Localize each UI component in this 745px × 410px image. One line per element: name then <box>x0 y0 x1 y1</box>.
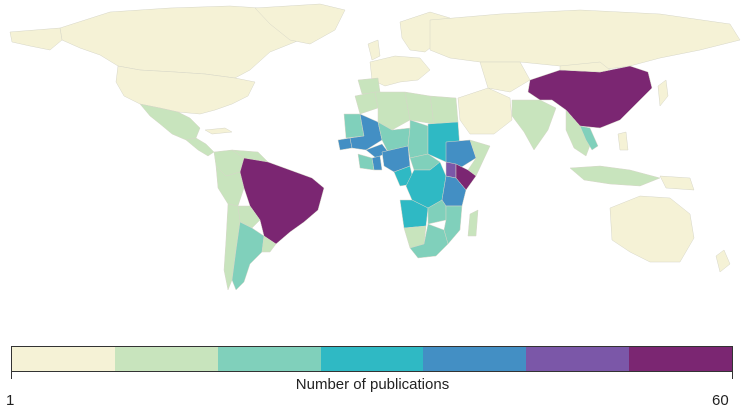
country-chad <box>407 119 429 159</box>
country-canada <box>59 5 321 79</box>
country-middle-east <box>457 87 513 135</box>
legend-swatch-2 <box>114 347 218 371</box>
country-central-america <box>185 137 215 157</box>
country-central-asia <box>479 61 531 93</box>
country-ethiopia <box>445 139 477 169</box>
country-egypt <box>429 95 459 125</box>
country-uganda <box>445 161 457 179</box>
country-uk <box>367 39 381 61</box>
country-japan <box>657 79 669 107</box>
legend-swatch-1 <box>12 347 115 371</box>
country-papua <box>659 175 695 191</box>
legend-colorbar <box>11 346 733 372</box>
country-kenya <box>455 163 477 191</box>
country-new-zealand <box>715 249 731 273</box>
country-madagascar <box>467 209 479 237</box>
country-brazil <box>239 157 325 245</box>
country-australia <box>609 195 695 263</box>
legend-bar <box>11 346 733 372</box>
country-philippines <box>617 131 629 151</box>
country-argentina <box>231 221 265 291</box>
legend-swatch-6 <box>526 347 630 371</box>
legend-swatch-4 <box>320 347 424 371</box>
legend-tick-min <box>11 372 12 379</box>
country-india <box>511 99 557 151</box>
country-alaska <box>9 27 63 51</box>
country-uruguay <box>261 235 277 253</box>
country-ivory-coast <box>357 153 375 171</box>
world-choropleth-map <box>9 3 741 291</box>
country-peru <box>215 165 245 207</box>
country-cuba <box>204 127 233 135</box>
legend-max-label: 60 <box>712 392 729 409</box>
legend-swatch-3 <box>217 347 321 371</box>
country-usa <box>115 65 256 115</box>
country-vietnam <box>579 125 599 151</box>
country-indonesia <box>569 165 661 187</box>
country-south-africa <box>409 223 449 259</box>
country-morocco <box>354 91 379 115</box>
legend-swatch-7 <box>629 347 733 371</box>
country-western-europe <box>369 55 431 87</box>
legend-title: Number of publications <box>295 376 450 393</box>
country-angola <box>399 199 429 229</box>
country-spain <box>357 77 381 95</box>
legend-tick-max <box>732 372 733 379</box>
country-russia <box>429 9 741 71</box>
legend-swatch-5 <box>423 347 527 371</box>
country-mongolia <box>559 61 611 73</box>
country-greenland <box>254 3 346 45</box>
country-senegal <box>337 137 353 151</box>
country-mozambique <box>443 205 463 245</box>
legend-min-label: 1 <box>6 392 15 409</box>
